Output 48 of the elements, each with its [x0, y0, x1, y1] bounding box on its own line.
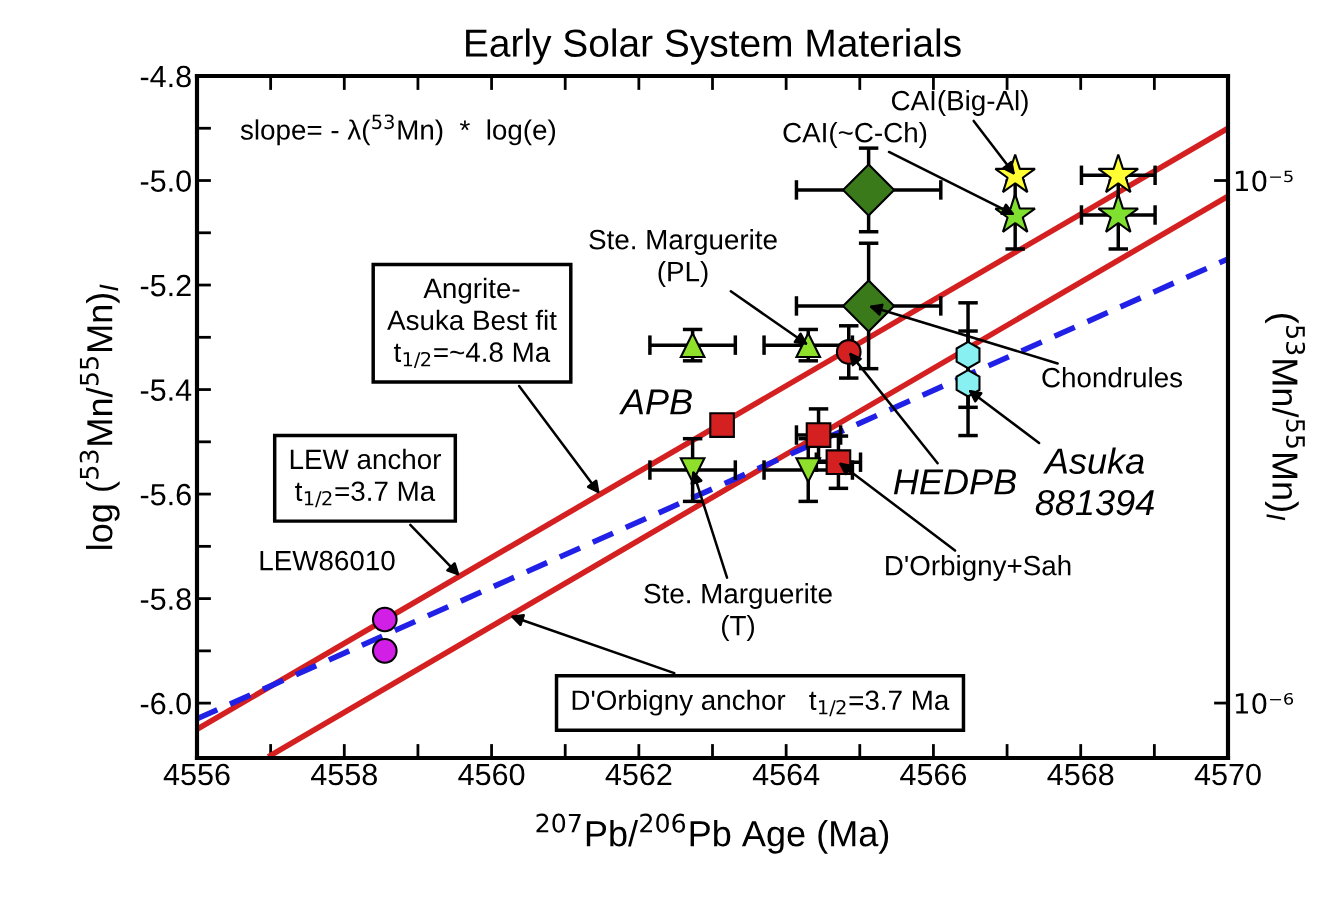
y-tick-label: -5.4	[140, 379, 192, 401]
point	[805, 422, 832, 448]
point	[1097, 193, 1140, 233]
x-tick-label: 4556	[163, 763, 230, 786]
annotation: Chondrules	[1042, 367, 1183, 388]
annotation: LEW anchor t$_{1/2}$=3.7 Ma	[290, 448, 441, 508]
annotation: CAI(Big-Al)	[891, 90, 1028, 116]
annotation: Angrite- Asuka Best fit t$_{1/2}$=~4.8 Ma	[387, 277, 557, 369]
chart-title: Early Solar System Materials	[466, 28, 961, 65]
point	[795, 332, 822, 358]
point	[842, 279, 896, 333]
point	[371, 638, 398, 664]
annotation: Ste. Marguerite (PL)	[589, 229, 777, 287]
annotation: slope= - λ($^{53}$Mn) * log(e)	[240, 114, 556, 146]
x-tick-label: 4566	[900, 763, 967, 786]
y-tick-label: -4.8	[140, 65, 191, 88]
annotation: D'Orbigny+Sah	[886, 555, 1071, 581]
point	[955, 369, 981, 398]
point	[679, 332, 706, 358]
point	[371, 606, 398, 633]
x-tick-label: 4570	[1194, 763, 1261, 786]
y-tick-label: -5.2	[140, 274, 191, 297]
annotation: D'Orbigny anchor t$_{1/2}$=3.7 Ma	[572, 689, 950, 717]
x-tick-label: 4562	[605, 763, 672, 786]
annotation: CAI(~C-Ch)	[783, 122, 927, 148]
point	[1097, 153, 1140, 194]
point	[842, 163, 896, 217]
x-tick-label: 4560	[458, 763, 525, 786]
y-tick-label: -5.6	[140, 483, 191, 506]
annotation: APB	[619, 389, 692, 415]
y-tick-label: -6.0	[140, 692, 191, 715]
point	[795, 457, 822, 483]
point	[709, 412, 735, 438]
y-axis-title: log ($^{53}$Mn/$^{55}$Mn)$_{I}$	[79, 284, 120, 549]
x-tick-label: 4568	[1047, 763, 1114, 786]
annotation: HEDPB	[893, 469, 1016, 495]
annotation: Asuka 881394	[1035, 447, 1154, 516]
annotation: Ste. Marguerite (T)	[644, 583, 832, 641]
y2-tick-label: 10⁻⁵	[1235, 170, 1293, 192]
y-tick-label: -5.8	[140, 588, 191, 610]
x-axis-title: $^{207}$Pb/$^{206}$Pb Age (Ma)	[536, 813, 889, 854]
y-tick-label: -5.0	[140, 170, 191, 192]
annotation: LEW86010	[260, 550, 395, 571]
y2-axis-title: ($^{53}$Mn/$^{55}$Mn)$_{I}$	[1265, 313, 1306, 521]
y2-tick-label: 10⁻⁶	[1235, 693, 1294, 715]
x-tick-label: 4564	[752, 763, 820, 786]
x-tick-label: 4558	[311, 763, 377, 786]
point	[955, 340, 981, 370]
